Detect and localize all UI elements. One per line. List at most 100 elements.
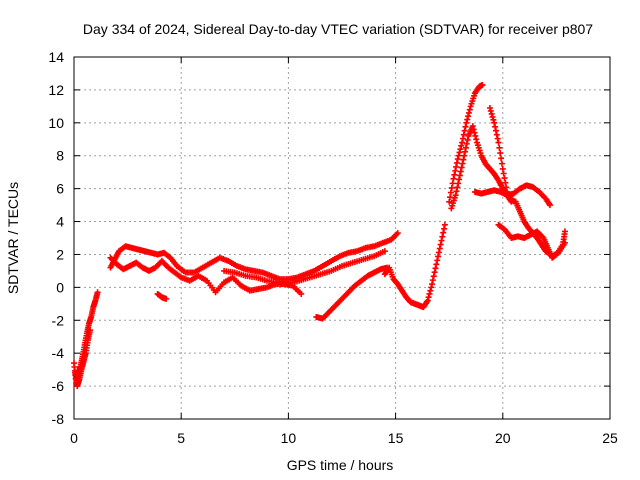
data-point bbox=[498, 160, 505, 167]
data-point bbox=[452, 192, 459, 199]
data-point bbox=[458, 164, 465, 171]
data-point bbox=[499, 165, 506, 172]
data-point bbox=[463, 119, 470, 126]
data-point bbox=[441, 225, 448, 232]
data-point bbox=[448, 184, 455, 191]
data-point bbox=[424, 297, 431, 304]
data-point bbox=[470, 126, 477, 133]
data-point bbox=[462, 148, 469, 155]
data-point bbox=[487, 107, 494, 114]
data-point bbox=[473, 136, 480, 143]
data-point bbox=[394, 230, 401, 237]
data-point bbox=[492, 127, 499, 134]
data-point bbox=[460, 156, 467, 163]
data-point bbox=[460, 131, 467, 138]
series-early-rise-2 bbox=[72, 327, 94, 390]
y-tick-label: 12 bbox=[48, 82, 64, 98]
data-point bbox=[462, 123, 469, 130]
series-morning-plateau bbox=[107, 230, 401, 283]
data-point bbox=[432, 265, 439, 272]
data-point bbox=[500, 170, 507, 177]
data-point bbox=[163, 295, 170, 302]
data-point bbox=[425, 294, 432, 301]
data-point bbox=[492, 123, 499, 130]
data-point bbox=[435, 253, 442, 260]
data-point bbox=[465, 109, 472, 116]
y-tick-label: 10 bbox=[48, 115, 64, 131]
data-point bbox=[456, 176, 463, 183]
data-point bbox=[491, 119, 498, 126]
y-axis-label: SDTVAR / TECUs bbox=[5, 182, 21, 294]
data-point bbox=[471, 129, 478, 136]
data-point bbox=[451, 171, 458, 178]
data-point bbox=[87, 327, 94, 334]
chart-title: Day 334 of 2024, Sidereal Day-to-day VTE… bbox=[83, 21, 593, 37]
series-storm-inner bbox=[448, 123, 515, 212]
x-tick-label: 15 bbox=[388, 430, 404, 446]
x-axis: 0 5 10 15 20 25 bbox=[70, 57, 618, 446]
data-point bbox=[429, 281, 436, 288]
data-point bbox=[436, 245, 443, 252]
data-point bbox=[453, 188, 460, 195]
series-layer bbox=[71, 81, 568, 390]
series-post-peak-low bbox=[495, 221, 568, 261]
data-point bbox=[454, 184, 461, 191]
data-point bbox=[458, 142, 465, 149]
data-point bbox=[440, 229, 447, 236]
y-tick-label: -8 bbox=[52, 411, 65, 427]
y-tick-label: -2 bbox=[52, 312, 65, 328]
data-point bbox=[456, 149, 463, 156]
data-point bbox=[427, 287, 434, 294]
data-point bbox=[469, 123, 476, 130]
data-point bbox=[459, 139, 466, 146]
y-tick-label: -6 bbox=[52, 378, 65, 394]
x-tick-label: 25 bbox=[602, 430, 618, 446]
y-tick-label: 6 bbox=[56, 181, 64, 197]
series-post-peak-plateau bbox=[471, 182, 553, 209]
data-point bbox=[298, 290, 305, 297]
data-point bbox=[497, 150, 504, 157]
series-midday-tail bbox=[221, 248, 388, 288]
y-tick-label: 2 bbox=[56, 246, 64, 262]
data-point bbox=[457, 146, 464, 153]
data-point bbox=[435, 249, 442, 256]
y-tick-label: 14 bbox=[48, 49, 64, 65]
data-point bbox=[502, 179, 509, 186]
y-tick-label: 0 bbox=[56, 279, 64, 295]
data-point bbox=[457, 168, 464, 175]
data-point bbox=[431, 269, 438, 276]
data-point bbox=[546, 202, 553, 209]
data-point bbox=[494, 135, 501, 142]
y-tick-label: 4 bbox=[56, 214, 64, 230]
data-point bbox=[561, 228, 568, 235]
data-point bbox=[466, 106, 473, 113]
series-dip-segment bbox=[154, 290, 170, 302]
data-point bbox=[452, 167, 459, 174]
data-point bbox=[455, 180, 462, 187]
x-tick-label: 20 bbox=[495, 430, 511, 446]
series-afternoon-recovery bbox=[313, 264, 391, 322]
data-point bbox=[465, 113, 472, 120]
plot-frame bbox=[73, 56, 611, 420]
data-point bbox=[456, 172, 463, 179]
series-storm-peak bbox=[446, 81, 486, 205]
data-point bbox=[501, 175, 508, 182]
data-point bbox=[498, 155, 505, 162]
data-point bbox=[429, 277, 436, 284]
data-point bbox=[493, 131, 500, 138]
data-point bbox=[426, 290, 433, 297]
data-point bbox=[453, 159, 460, 166]
data-point bbox=[428, 284, 435, 291]
y-tick-label: 8 bbox=[56, 148, 64, 164]
data-point bbox=[463, 140, 470, 147]
y-tick-label: -4 bbox=[52, 345, 65, 361]
data-point bbox=[496, 144, 503, 151]
data-point bbox=[441, 221, 448, 228]
series-storm-onset bbox=[381, 221, 448, 311]
x-tick-label: 10 bbox=[281, 430, 297, 446]
data-point bbox=[94, 289, 101, 296]
y-axis: -8 -6 -4 -2 0 2 4 6 8 10 12 14 bbox=[48, 49, 610, 427]
x-tick-label: 5 bbox=[177, 430, 185, 446]
data-point bbox=[459, 135, 466, 142]
data-point bbox=[433, 261, 440, 268]
